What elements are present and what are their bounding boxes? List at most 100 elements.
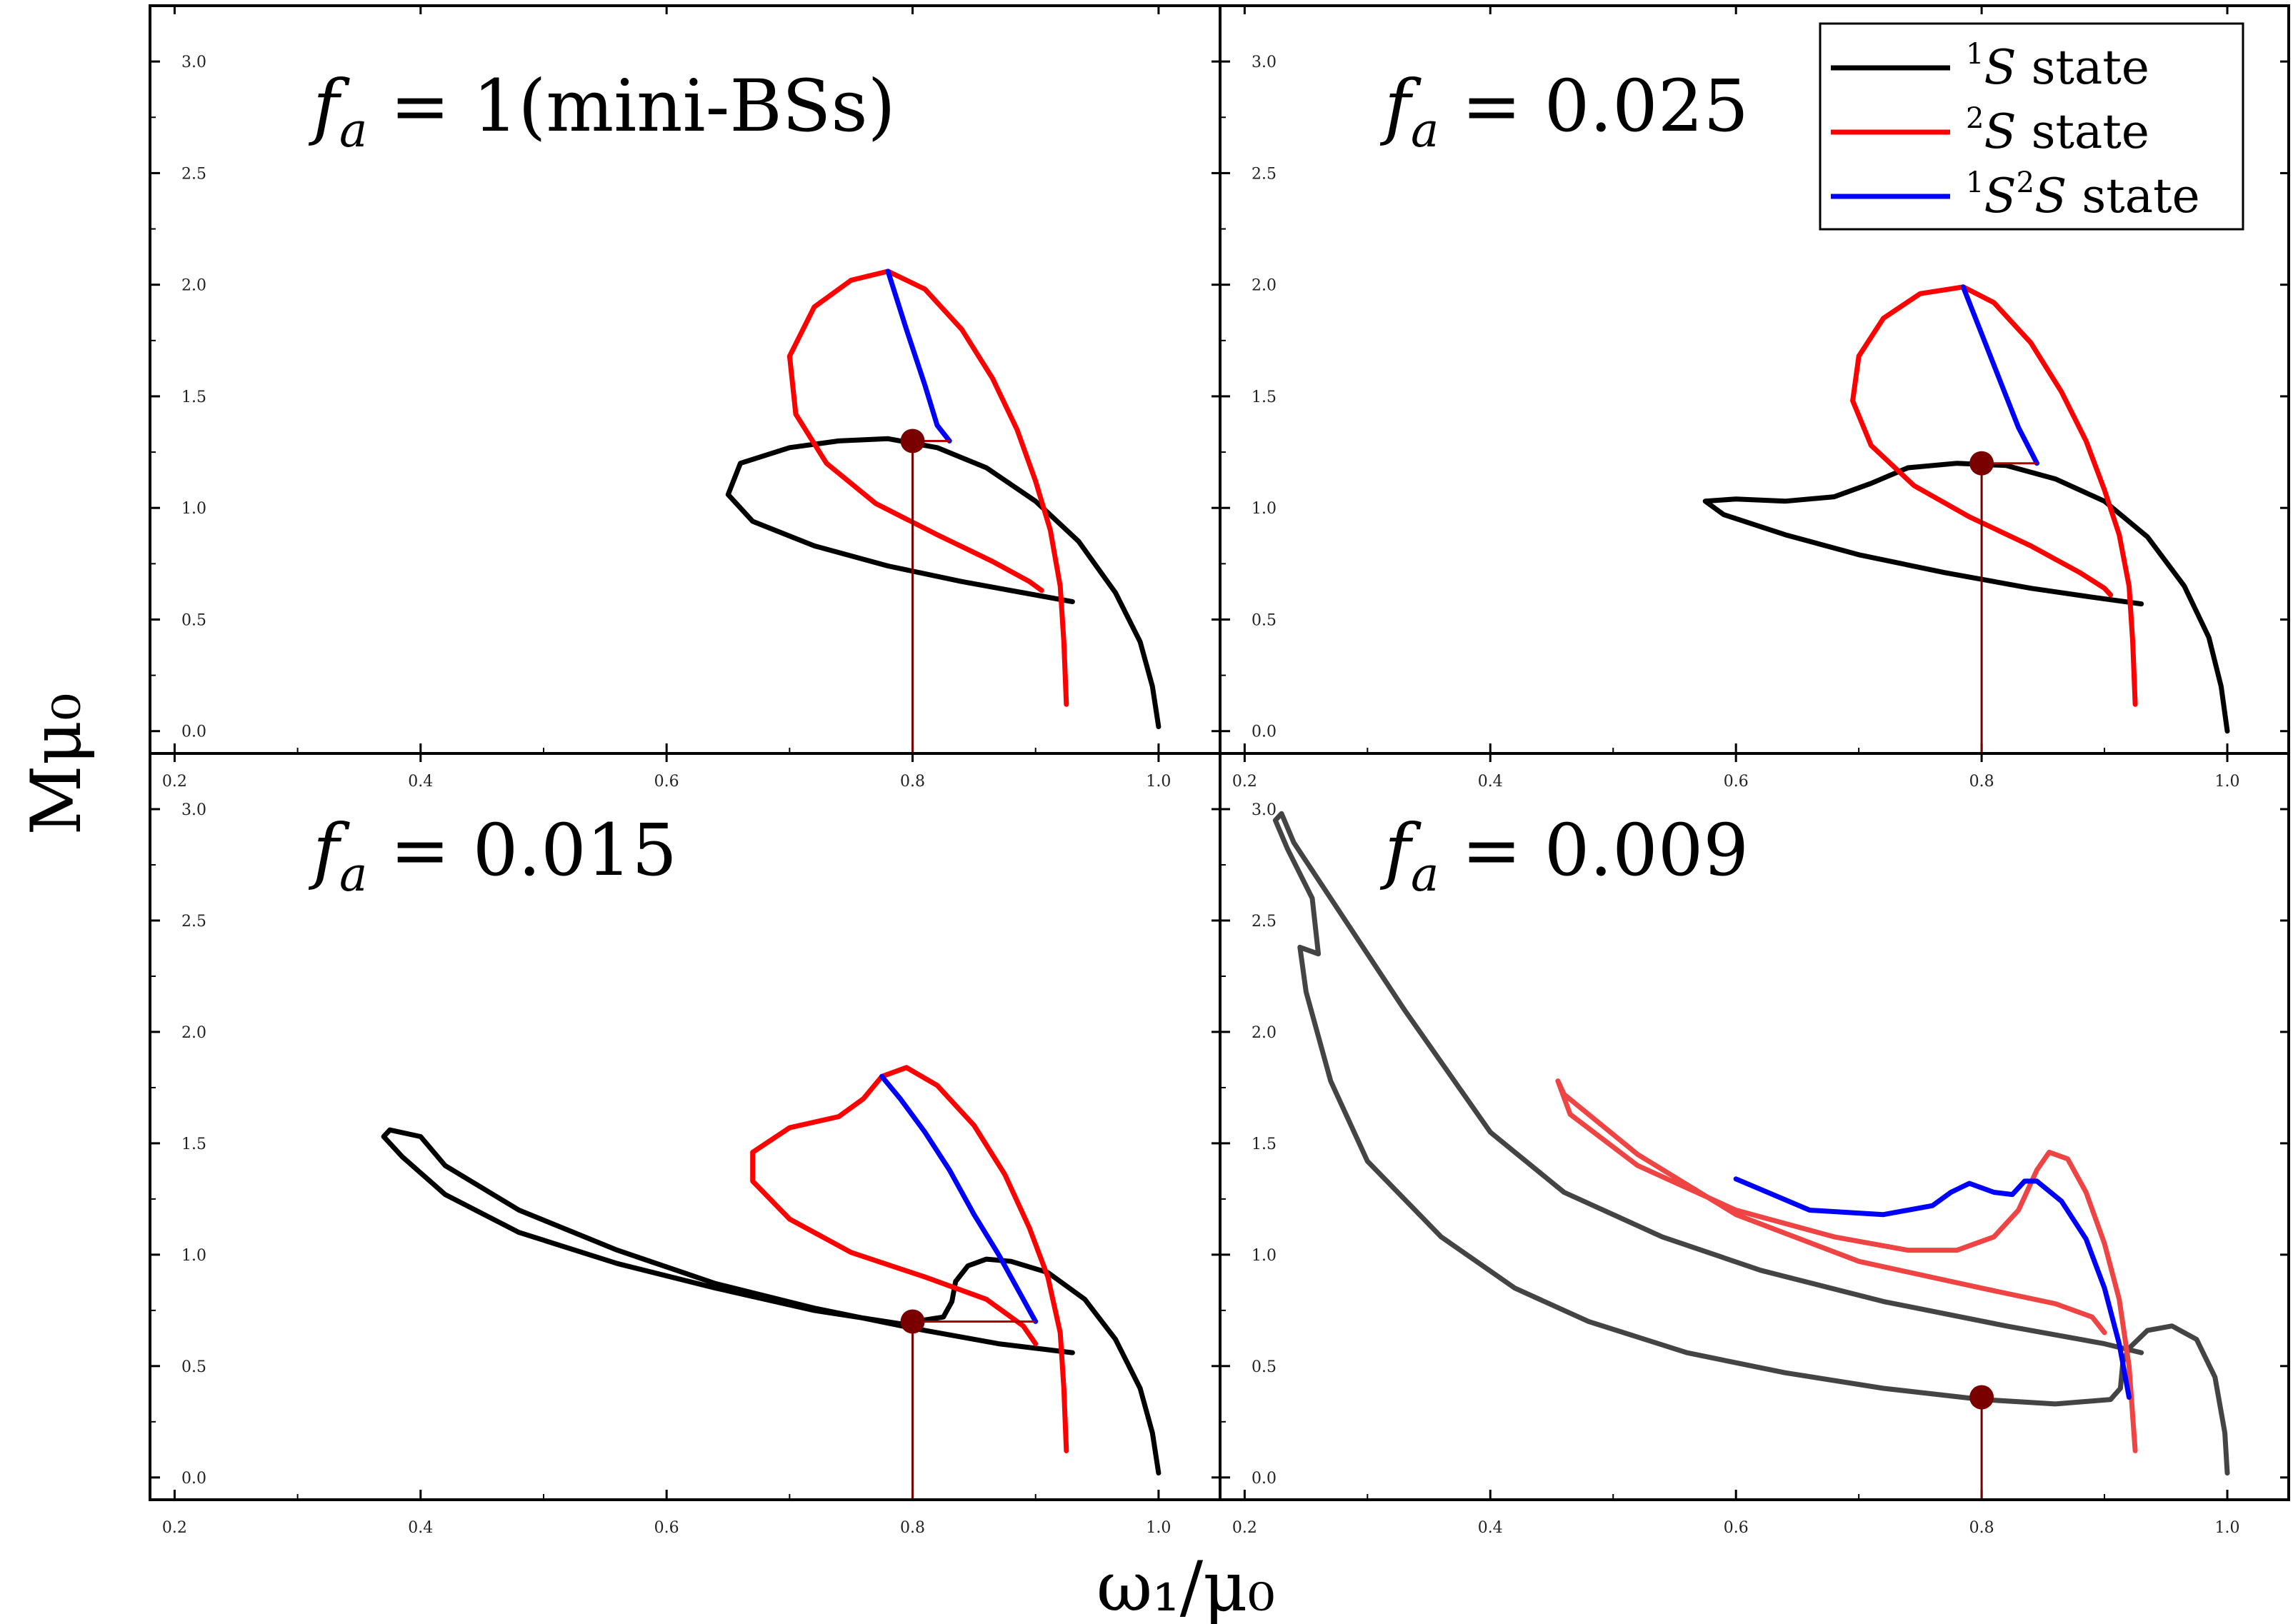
- x-tick-label: 0.6: [1724, 773, 1749, 791]
- series-line-2S-state: [1555, 1078, 2138, 1453]
- y-tick-label: 0.5: [181, 611, 206, 629]
- y-tick-label: 3.0: [181, 801, 206, 819]
- legend-sup: 1: [1966, 166, 1984, 199]
- series-group: [725, 269, 1162, 753]
- series-line-1S2S-state: [879, 1073, 1039, 1324]
- legend-label: 2S state: [1966, 102, 2149, 159]
- y-tick-label: 0.5: [181, 1358, 206, 1376]
- x-tick-label: 0.4: [408, 773, 433, 791]
- y-tick-label: 2.5: [181, 913, 206, 931]
- x-tick-label: 0.8: [1969, 773, 1994, 791]
- y-tick-label: 2.0: [181, 1024, 206, 1042]
- x-tick-label: 0.6: [1724, 1519, 1749, 1537]
- legend-S2: S: [2034, 169, 2067, 224]
- series-line-2S-state: [786, 269, 1069, 707]
- series-group: [1272, 811, 2230, 1500]
- y-tick-label: 0.5: [1252, 1358, 1277, 1376]
- panel-2: 0.2 0.4 0.6 0.8 1.0 0.0 0.5 1.0 1.5 2.0 2.5 3.0 fa =…: [1220, 6, 2289, 791]
- y-axis-label: Mμ₀: [16, 693, 96, 835]
- x-tick-label: 1.0: [1146, 1519, 1171, 1537]
- x-tick-label: 0.8: [900, 1519, 925, 1537]
- marker-point: [900, 1309, 925, 1334]
- panel-title: fa = 0.015: [308, 808, 677, 902]
- panel-title-sub: a: [339, 847, 367, 902]
- panel-4: 0.2 0.4 0.6 0.8 1.0 0.0 0.5 1.0 1.5 2.0 2.5 3.0 fa =…: [1220, 753, 2289, 1537]
- x-tick-label: 0.6: [654, 1519, 679, 1537]
- x-tick-label: 0.4: [1478, 773, 1503, 791]
- x-tick-label: 1.0: [1146, 773, 1171, 791]
- panels: 0.2 0.4 0.6 0.8 1.0 0.0 0.5 1.0 1.5 2.0 2.5 3.0 fa =…: [150, 6, 2289, 1537]
- series-line-1S-state: [1702, 461, 2230, 734]
- series-line-1S-state: [381, 1127, 1162, 1476]
- y-tick-label: 0.0: [1252, 723, 1277, 741]
- x-tick-label: 1.0: [2215, 1519, 2240, 1537]
- legend-state: state: [2017, 104, 2149, 159]
- frames: [149, 4, 2290, 1501]
- y-tick-label: 1.5: [1252, 389, 1277, 406]
- y-tick-label: 2.5: [1252, 165, 1277, 183]
- marker-point: [1969, 1385, 1994, 1410]
- y-tick-label: 1.0: [1252, 1247, 1277, 1265]
- y-tick-label: 0.5: [1252, 611, 1277, 629]
- y-tick-label: 3.0: [1252, 801, 1277, 819]
- x-tick-label: 0.4: [1478, 1519, 1503, 1537]
- legend-sup2: 2: [2017, 166, 2034, 199]
- legend-sup: 1: [1966, 38, 1984, 71]
- series-line-2S-state: [750, 1065, 1069, 1453]
- y-tick-label: 2.0: [1252, 1024, 1277, 1042]
- series-line-1S2S-state: [885, 269, 952, 443]
- y-tick-label: 1.5: [1252, 1136, 1277, 1153]
- x-tick-label: 1.0: [2215, 773, 2240, 791]
- x-tick-label: 0.2: [162, 773, 187, 791]
- series-line-1S-state: [725, 436, 1162, 729]
- series-line-2S-state: [1850, 284, 2138, 707]
- panel-title-rest: = 0.009: [1439, 808, 1749, 892]
- y-axis-label-text: Mμ₀: [16, 693, 96, 835]
- y-tick-label: 1.0: [181, 1247, 206, 1265]
- panel-title-sub: a: [1411, 847, 1439, 902]
- panel-title-rest: = 1(mini-BSs): [367, 64, 895, 148]
- legend-S: S: [1984, 40, 2016, 95]
- x-tick-label: 0.4: [408, 1519, 433, 1537]
- panel-1: 0.2 0.4 0.6 0.8 1.0 0.0 0.5 1.0 1.5 2.0 2.5 3.0 fa =…: [150, 6, 1220, 791]
- y-tick-label: 3.0: [1252, 54, 1277, 71]
- series-group: [1702, 284, 2230, 753]
- series-line-1S2S-state: [1733, 1176, 2132, 1400]
- y-tick-label: 3.0: [181, 54, 206, 71]
- svg-text:Mμ₀: Mμ₀: [16, 693, 96, 835]
- x-tick-label: 0.8: [900, 773, 925, 791]
- legend-S: S: [1984, 104, 2016, 159]
- y-tick-label: 2.0: [1252, 277, 1277, 295]
- y-tick-label: 2.0: [181, 277, 206, 295]
- y-tick-label: 1.0: [1252, 500, 1277, 518]
- legend-sup: 2: [1966, 102, 1984, 135]
- series-group: [381, 1065, 1162, 1500]
- panel-title: fa = 0.025: [1379, 64, 1749, 158]
- x-tick-label: 0.2: [1232, 773, 1257, 791]
- panel-title-rest: = 0.015: [367, 808, 677, 892]
- panel-title-rest: = 0.025: [1439, 64, 1749, 148]
- legend-S: S: [1984, 169, 2016, 224]
- y-tick-label: 0.0: [1252, 1470, 1277, 1488]
- panel-title-sub: a: [1411, 103, 1439, 158]
- y-tick-label: 1.5: [181, 1136, 206, 1153]
- y-tick-label: 0.0: [181, 723, 206, 741]
- legend-state: state: [2067, 169, 2199, 224]
- legend-label: 1S state: [1966, 38, 2149, 95]
- y-tick-label: 1.0: [181, 500, 206, 518]
- panel-title: fa = 0.009: [1379, 808, 1749, 902]
- y-tick-label: 1.5: [181, 389, 206, 406]
- x-tick-label: 0.2: [1232, 1519, 1257, 1537]
- legend-label: 1S2S state: [1966, 166, 2200, 224]
- y-tick-label: 2.5: [181, 165, 206, 183]
- series-line-1S2S-state: [1960, 284, 2039, 466]
- x-tick-label: 0.2: [162, 1519, 187, 1537]
- panel-3: 0.2 0.4 0.6 0.8 1.0 0.0 0.5 1.0 1.5 2.0 2.5 3.0 fa =…: [150, 753, 1220, 1537]
- marker-point: [900, 428, 925, 453]
- marker-point: [1969, 451, 1994, 476]
- panel-title-sub: a: [339, 103, 367, 158]
- panel-title: fa = 1(mini-BSs): [308, 64, 896, 158]
- x-tick-label: 0.6: [654, 773, 679, 791]
